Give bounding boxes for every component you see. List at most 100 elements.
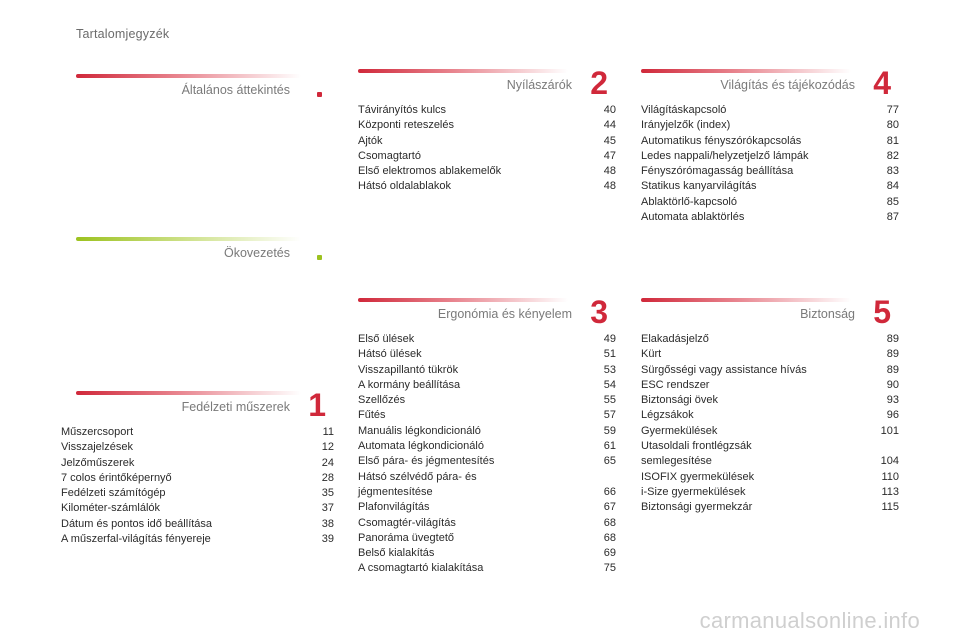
- section-ergonomics: Ergonómia és kényelem 3 Első ülések 49 Hát…: [358, 294, 616, 577]
- toc-entry[interactable]: Elakadásjelző 89: [641, 332, 899, 347]
- toc-entry[interactable]: A műszerfal-világítás fényereje 39: [61, 532, 334, 547]
- toc-entry[interactable]: Csomagtartó 47: [358, 149, 616, 164]
- toc-list: Távirányítós kulcs 40 Központi reteszelés 4…: [358, 103, 616, 195]
- toc-entry[interactable]: Biztonsági gyermekzár 115: [641, 500, 899, 515]
- toc-entry[interactable]: 7 colos érintőképernyő 28: [61, 471, 334, 486]
- section-title: Biztonság: [800, 307, 855, 321]
- section-title: Fedélzeti műszerek: [181, 400, 290, 414]
- toc-entry[interactable]: Statikus kanyarvilágítás 84: [641, 179, 899, 194]
- toc-entry-page: 54: [603, 378, 616, 391]
- toc-entry[interactable]: Műszercsoport 11: [61, 425, 334, 440]
- toc-entry-page: 12: [321, 441, 334, 454]
- toc-entry-label: Irányjelzők (index): [641, 119, 731, 132]
- toc-entry-page: 82: [886, 149, 899, 162]
- toc-entry[interactable]: Csomagtér-világítás 68: [358, 516, 616, 531]
- toc-entry[interactable]: Gyermekülések 101: [641, 424, 899, 439]
- toc-entry-label: Automatikus fényszórókapcsolás: [641, 134, 802, 147]
- toc-entry[interactable]: Panoráma üvegtető 68: [358, 531, 616, 546]
- toc-entry-label: Gyermekülések: [641, 424, 718, 437]
- toc-entry[interactable]: Manuális légkondicionáló 59: [358, 424, 616, 439]
- toc-entry[interactable]: Távirányítós kulcs 40: [358, 103, 616, 118]
- toc-entry[interactable]: Visszajelzések 12: [61, 440, 334, 455]
- toc-entry[interactable]: Automatikus fényszórókapcsolás 81: [641, 134, 899, 149]
- toc-entry-label: Hátsó szélvédő pára- és jégmentesítése: [358, 470, 477, 498]
- toc-entry[interactable]: Fűtés 57: [358, 408, 616, 423]
- toc-entry[interactable]: Automata ablaktörlés 87: [641, 210, 899, 225]
- toc-entry-label: Manuális légkondicionáló: [358, 424, 481, 437]
- toc-entry[interactable]: Légzsákok 96: [641, 408, 899, 423]
- toc-entry[interactable]: A kormány beállítása 54: [358, 378, 616, 393]
- toc-entry-label: Automata ablaktörlés: [641, 211, 745, 224]
- toc-entry[interactable]: Szellőzés 55: [358, 393, 616, 408]
- toc-entry-page: 66: [603, 485, 616, 498]
- toc-entry[interactable]: Kilométer-számlálók 37: [61, 501, 334, 516]
- toc-entry[interactable]: Fedélzeti számítógép 35: [61, 486, 334, 501]
- section-bar: [76, 391, 301, 395]
- toc-entry-label: Elakadásjelző: [641, 333, 709, 345]
- toc-entry-page: 39: [321, 533, 334, 546]
- toc-entry[interactable]: Ajtók 45: [358, 134, 616, 149]
- toc-entry[interactable]: i-Size gyermekülések 113: [641, 485, 899, 500]
- toc-entry[interactable]: Központi reteszelés 44: [358, 118, 616, 133]
- toc-entry-page: 59: [603, 424, 616, 437]
- toc-entry-label: Kürt: [641, 348, 662, 361]
- toc-entry[interactable]: Plafonvilágítás 67: [358, 500, 616, 515]
- toc-entry-page: 84: [886, 180, 899, 193]
- toc-entry-page: 93: [886, 394, 899, 407]
- toc-entry-label: Plafonvilágítás: [358, 501, 430, 514]
- toc-entry[interactable]: Hátsó oldalablakok 48: [358, 179, 616, 194]
- toc-entry-label: Távirányítós kulcs: [358, 104, 447, 116]
- toc-entry-page: 35: [321, 487, 334, 500]
- toc-entry[interactable]: Automata légkondicionáló 61: [358, 439, 616, 454]
- section-header: Nyílászárók 2: [358, 65, 616, 103]
- toc-entry-label: Ledes nappali/helyzetjelző lámpák: [641, 149, 809, 162]
- toc-entry-label: Csomagtartó: [358, 149, 421, 162]
- toc-entry-label: Hátsó oldalablakok: [358, 180, 451, 193]
- toc-entry-page: 89: [886, 348, 899, 361]
- toc-entry[interactable]: Hátsó ülések 51: [358, 347, 616, 362]
- toc-entry-label: Biztonsági gyermekzár: [641, 501, 753, 514]
- section-bar: [358, 69, 568, 73]
- section-title: Nyílászárók: [506, 78, 572, 92]
- toc-entry-page: 81: [886, 134, 899, 147]
- toc-entry[interactable]: Fényszórómagasság beállítása 83: [641, 164, 899, 179]
- toc-entry[interactable]: Ledes nappali/helyzetjelző lámpák 82: [641, 149, 899, 164]
- toc-entry-page: 28: [321, 471, 334, 484]
- toc-entry[interactable]: Sürgősségi vagy assistance hívás 89: [641, 363, 899, 378]
- toc-entry[interactable]: A csomagtartó kialakítása 75: [358, 561, 616, 576]
- toc-entry-page: 48: [603, 180, 616, 193]
- toc-entry[interactable]: ISOFIX gyermekülések 110: [641, 470, 899, 485]
- toc-entry-label: Ablaktörlő-kapcsoló: [641, 195, 737, 208]
- toc-entry[interactable]: Ablaktörlő-kapcsoló 85: [641, 195, 899, 210]
- toc-entry-label: Első ülések: [358, 333, 415, 345]
- toc-entry-label: Statikus kanyarvilágítás: [641, 180, 757, 193]
- toc-entry[interactable]: Első elektromos ablakemelők 48: [358, 164, 616, 179]
- toc-entry[interactable]: Hátsó szélvédő pára- és jégmentesítése 66: [358, 470, 616, 501]
- toc-entry[interactable]: ESC rendszer 90: [641, 378, 899, 393]
- toc-entry-page: 55: [603, 394, 616, 407]
- toc-entry-page: 110: [881, 470, 899, 483]
- toc-entry-page: 57: [603, 409, 616, 422]
- toc-entry[interactable]: Első pára- és jégmentesítés 65: [358, 454, 616, 469]
- toc-entry-page: 68: [603, 531, 616, 544]
- toc-entry-page: 65: [603, 455, 616, 468]
- toc-entry[interactable]: Jelzőműszerek 24: [61, 456, 334, 471]
- toc-entry-page: 115: [881, 501, 899, 514]
- section-header: Ergonómia és kényelem 3: [358, 294, 616, 332]
- toc-entry[interactable]: Visszapillantó tükrök 53: [358, 363, 616, 378]
- toc-entry[interactable]: Első ülések 49: [358, 332, 616, 347]
- toc-entry[interactable]: Biztonsági övek 93: [641, 393, 899, 408]
- section-bar: [76, 237, 301, 241]
- toc-entry[interactable]: Irányjelzők (index) 80: [641, 118, 899, 133]
- toc-entry-page: 44: [603, 119, 616, 132]
- toc-entry-page: 85: [886, 195, 899, 208]
- toc-entry[interactable]: Kürt 89: [641, 347, 899, 362]
- toc-entry[interactable]: Utasoldali frontlégzsák semlegesítése 104: [641, 439, 899, 470]
- toc-entry[interactable]: Világításkapcsoló 77: [641, 103, 899, 118]
- section-marker-icon: [317, 92, 322, 97]
- toc-entry-label: Fényszórómagasság beállítása: [641, 165, 794, 178]
- toc-entry-page: 40: [603, 104, 616, 116]
- toc-entry[interactable]: Belső kialakítás 69: [358, 546, 616, 561]
- section-number: 2: [590, 65, 608, 101]
- toc-entry[interactable]: Dátum és pontos idő beállítása 38: [61, 517, 334, 532]
